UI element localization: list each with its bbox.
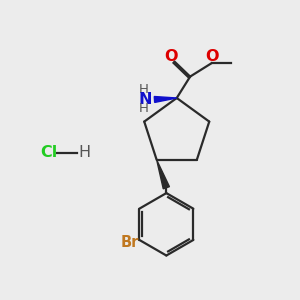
Polygon shape — [157, 160, 169, 189]
Text: O: O — [164, 49, 178, 64]
Text: Cl: Cl — [40, 146, 58, 160]
Text: O: O — [205, 49, 218, 64]
Polygon shape — [154, 97, 177, 102]
Text: N: N — [139, 92, 152, 107]
Text: H: H — [139, 83, 148, 97]
Text: H: H — [78, 146, 90, 160]
Text: Br: Br — [121, 236, 139, 250]
Text: H: H — [139, 103, 148, 116]
